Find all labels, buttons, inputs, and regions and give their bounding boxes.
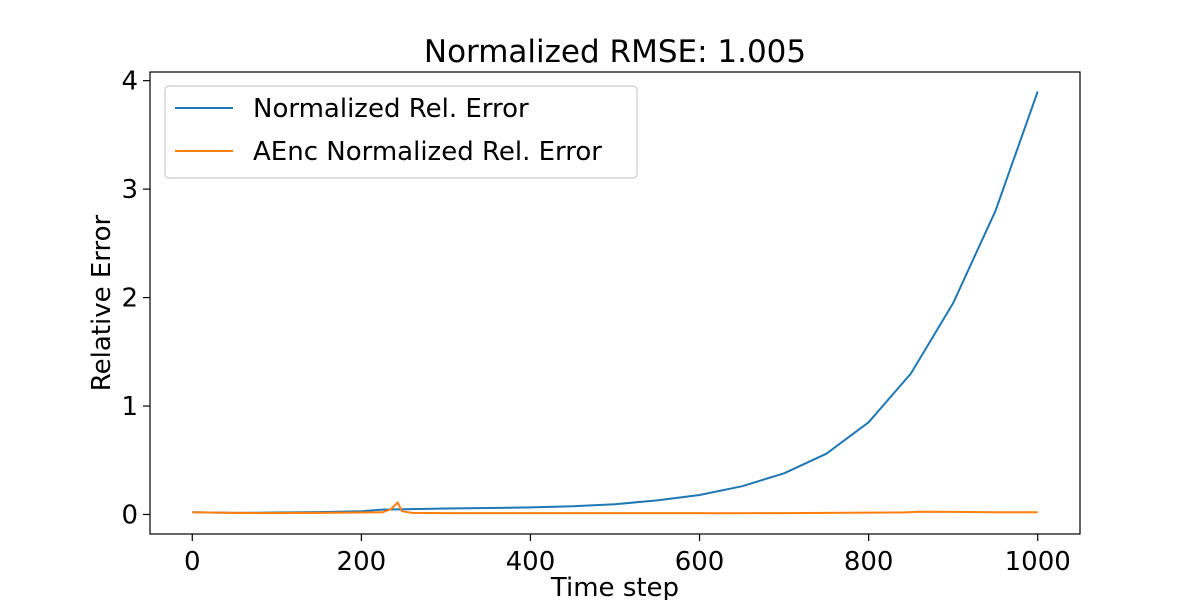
y-tick-label: 4	[121, 67, 138, 97]
series-line-0	[192, 91, 1039, 514]
legend-label-0: Normalized Rel. Error	[253, 94, 529, 124]
x-tick-label: 0	[184, 547, 201, 577]
series-line-1	[192, 501, 1038, 515]
x-tick-label: 600	[675, 547, 725, 577]
y-tick-label: 0	[121, 500, 138, 530]
x-axis: 0 200 400 600 800 1000	[184, 534, 1071, 577]
plot-lines	[192, 91, 1039, 515]
y-tick-label: 2	[121, 284, 138, 314]
y-axis: 0 1 2 3 4	[121, 67, 150, 530]
x-tick-label: 400	[506, 547, 556, 577]
y-axis-label: Relative Error	[87, 214, 117, 391]
x-tick-label: 200	[337, 547, 387, 577]
x-axis-label: Time step	[550, 573, 679, 600]
x-tick-label: 800	[844, 547, 894, 577]
legend-box	[164, 85, 638, 179]
y-tick-label: 3	[121, 175, 138, 205]
chart-title: Normalized RMSE: 1.005	[424, 34, 806, 70]
legend: Normalized Rel. Error AEnc Normalized Rel…	[164, 85, 638, 179]
x-tick-label: 1000	[1005, 547, 1071, 577]
y-tick-label: 1	[121, 392, 138, 422]
legend-label-1: AEnc Normalized Rel. Error	[253, 137, 602, 167]
plot-frame	[149, 71, 1081, 535]
